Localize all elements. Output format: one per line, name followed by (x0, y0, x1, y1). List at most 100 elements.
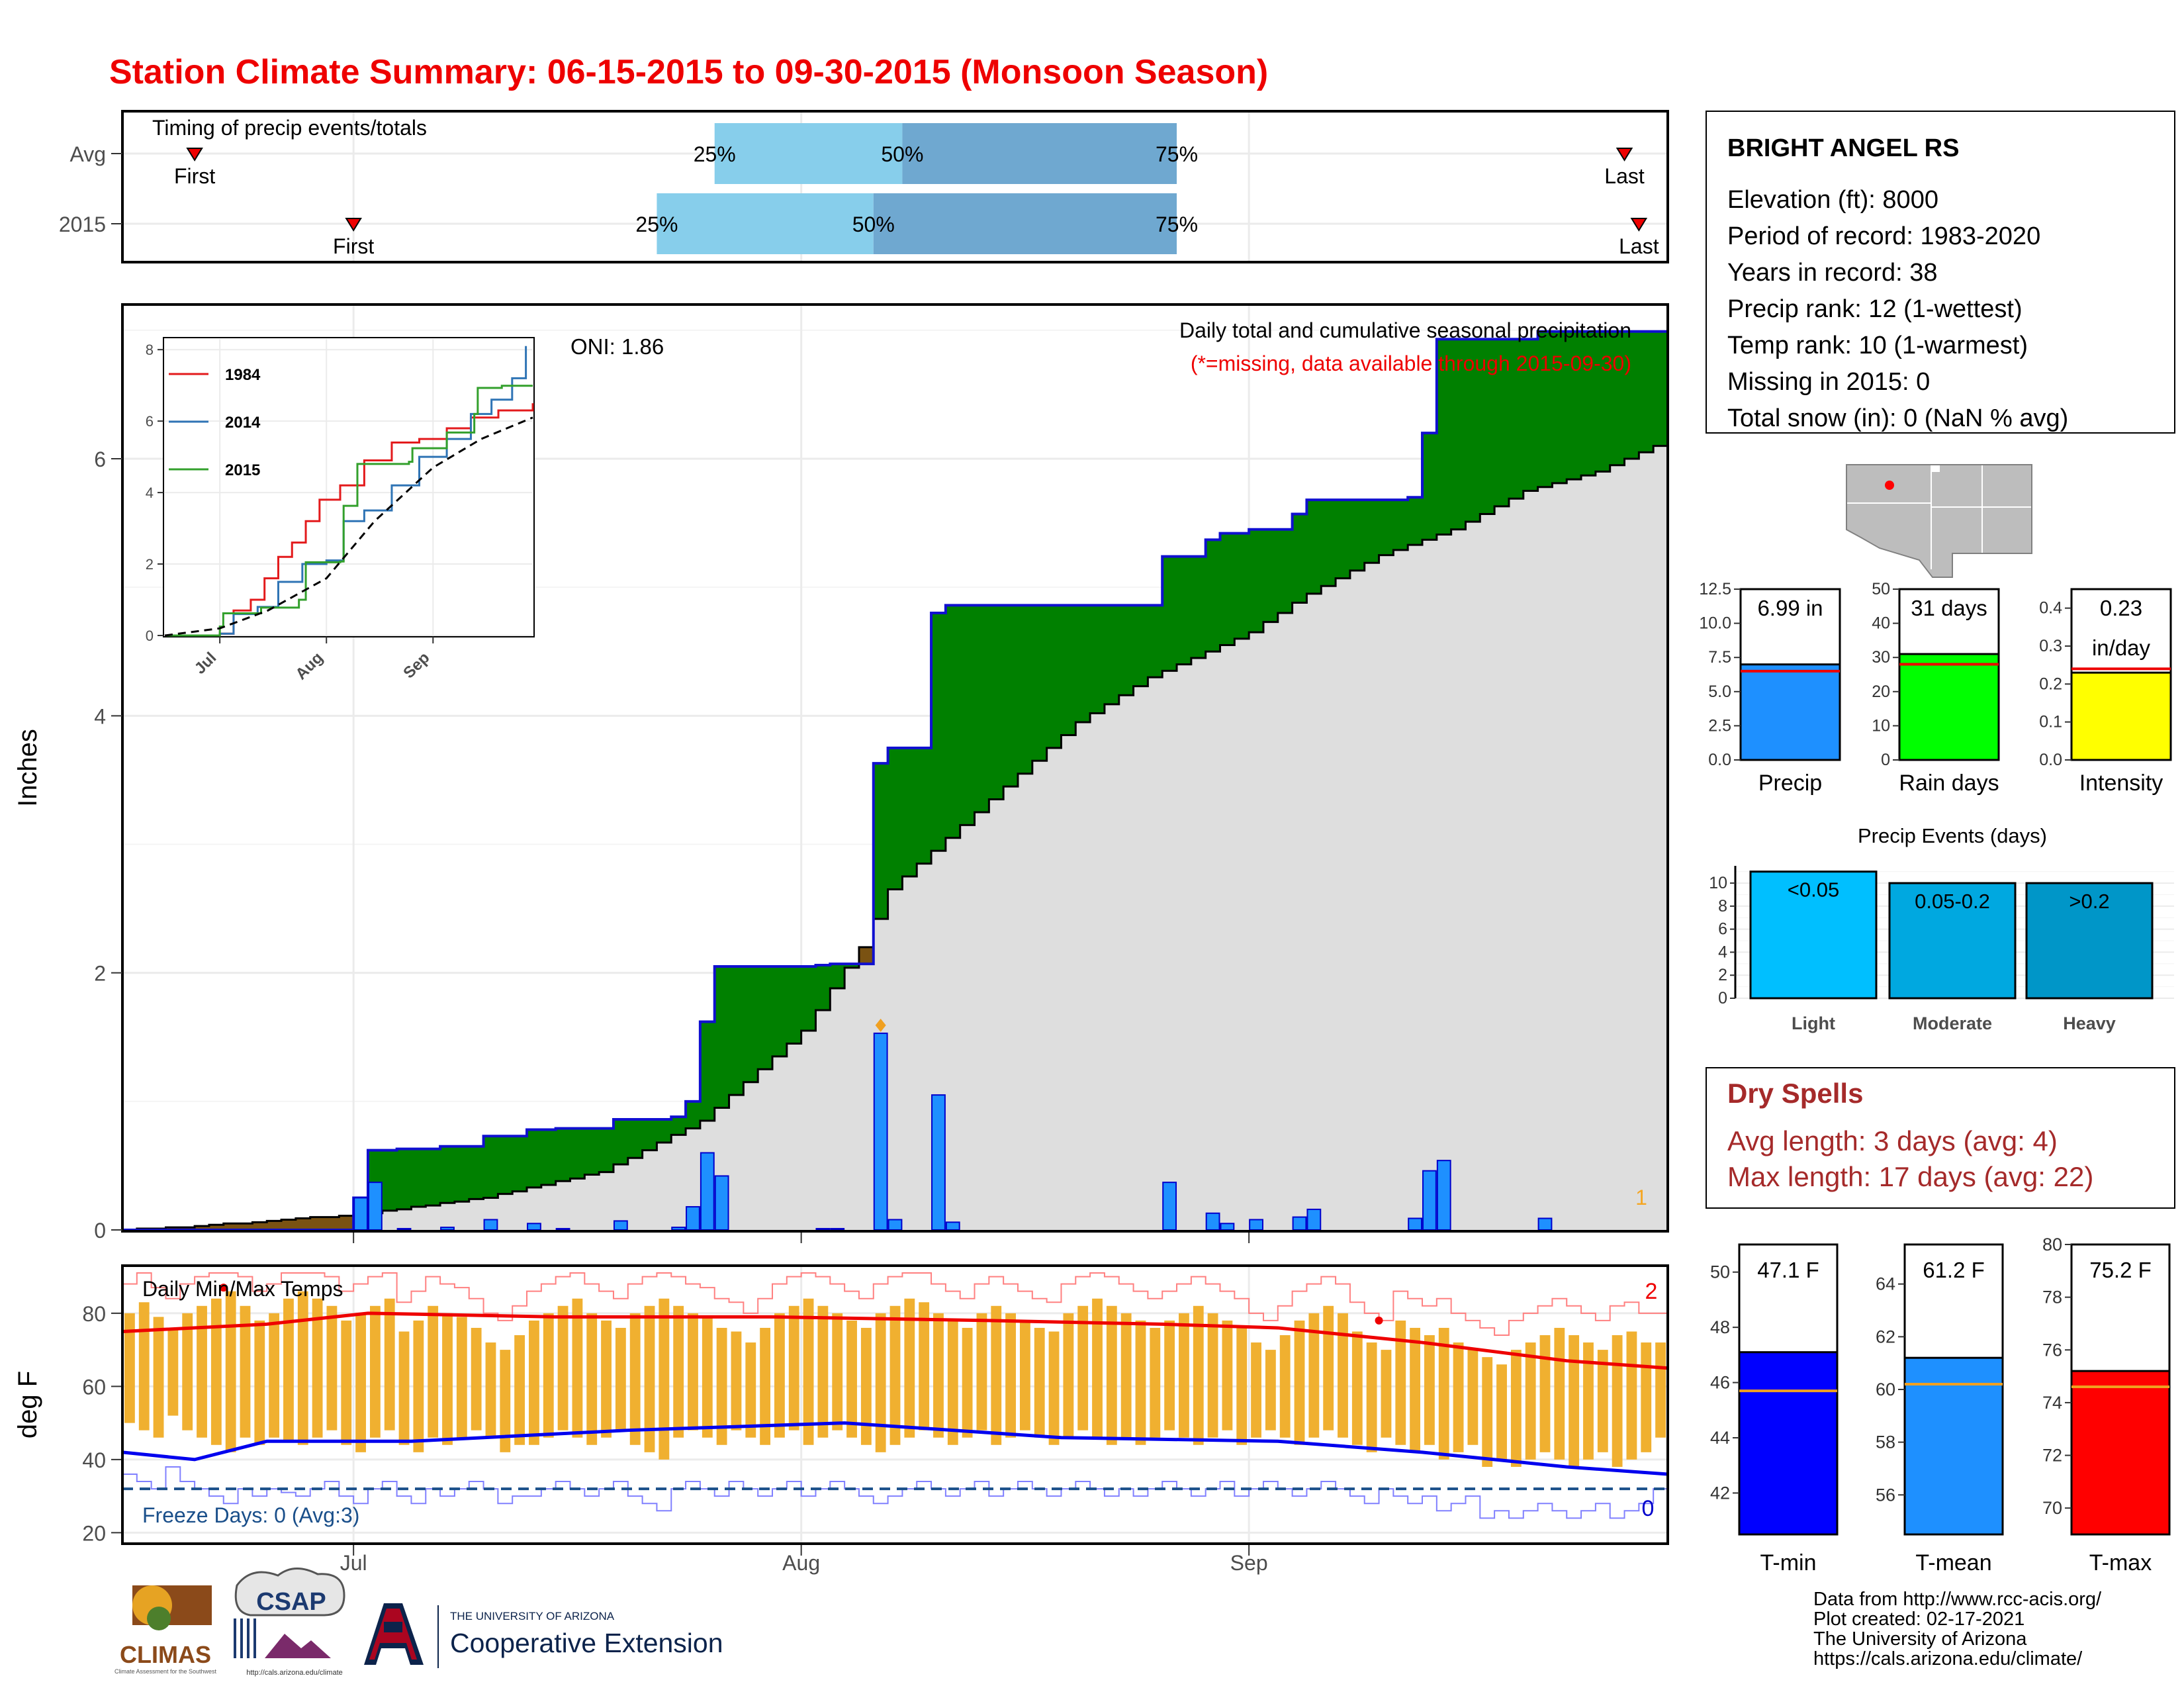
daily-temp-bar (1323, 1305, 1334, 1430)
above-avg-area (815, 965, 831, 1010)
corner-value: 1 (1635, 1186, 1647, 1209)
above-avg-area (1306, 500, 1322, 594)
daily-temp-bar (1597, 1350, 1608, 1452)
last-event-marker (1630, 218, 1648, 232)
mini-bar-y-tick-label: 0 (1881, 751, 1890, 769)
climas-logo-text: CLIMAS (120, 1641, 211, 1668)
mini-bar-y-tick-label: 50 (1872, 580, 1890, 598)
daily-precip-bar (700, 1152, 715, 1231)
above-avg-area (1581, 331, 1596, 476)
daily-temp-bar (1019, 1320, 1030, 1430)
inset-y-tick-label: 8 (146, 342, 154, 358)
mini-bar-label: Precip (1758, 771, 1822, 796)
above-avg-area (483, 1136, 498, 1198)
temp-bar-y-tick-label: 46 (1710, 1373, 1730, 1393)
precip-y-axis: 0 2 4 6 (94, 447, 122, 1243)
footer-line-university: The University of Arizona (1813, 1628, 2027, 1650)
daily-temp-bar (1106, 1305, 1117, 1445)
precip-y-tick-label: 4 (94, 704, 106, 728)
last-event-label: Last (1604, 164, 1645, 188)
inset-frame (163, 337, 535, 637)
timing-box-lower (657, 193, 874, 254)
below-avg-area (252, 1222, 267, 1230)
daily-precip-bar (1249, 1219, 1263, 1231)
ua-small-text: THE UNIVERSITY OF ARIZONA (450, 1610, 615, 1622)
timing-box-upper (902, 123, 1177, 184)
daily-temp-bar (225, 1291, 236, 1452)
temp-bar-y-tick-label: 70 (2042, 1498, 2062, 1518)
daily-temp-bar (1294, 1320, 1305, 1445)
temp-bar-value-label: 47.1 F (1757, 1258, 1819, 1282)
above-avg-area (1205, 539, 1221, 652)
below-avg-area (324, 1217, 340, 1230)
above-avg-area (1364, 500, 1380, 563)
above-avg-area (1508, 339, 1524, 499)
daily-temp-bar (788, 1305, 799, 1430)
above-avg-area (382, 1150, 398, 1211)
mini-bar-y-tick-label: 5.0 (1708, 682, 1731, 701)
daily-temp-bar (644, 1305, 655, 1452)
daily-temp-bar (442, 1313, 453, 1445)
station-line-snow: Total snow (in): 0 (NaN % avg) (1727, 404, 2068, 432)
precip-y-label: Inches (13, 729, 42, 807)
avg-cumulative-area (122, 439, 1668, 1230)
temp-top-right: 2 (1645, 1279, 1658, 1304)
dry-spells-box: Dry Spells Avg length: 3 days (avg: 4) M… (1706, 1067, 2175, 1209)
daily-temp-bar (702, 1317, 713, 1438)
station-line-temp-rank: Temp rank: 10 (1-warmest) (1727, 332, 2028, 359)
above-avg-area (570, 1128, 585, 1179)
daily-precip-bar (613, 1220, 628, 1231)
events-y-tick-label: 6 (1718, 920, 1727, 939)
daily-temp-bar (1251, 1342, 1261, 1438)
below-avg-area (208, 1225, 224, 1230)
freeze-label: Freeze Days: 0 (Avg:3) (142, 1503, 359, 1527)
x-tick-label: Aug (782, 1551, 820, 1575)
chart-title: Station Climate Summary: 06-15-2015 to 0… (109, 53, 1268, 91)
events-title: Precip Events (days) (1858, 824, 2047, 847)
daily-temp-bar (904, 1298, 915, 1438)
daily-temp-bar (138, 1302, 150, 1430)
above-avg-area (1277, 529, 1293, 613)
daily-precip-bar (1292, 1216, 1307, 1231)
daily-temp-bar (240, 1305, 251, 1438)
daily-temp-bar (991, 1305, 1002, 1445)
daily-temp-bar (355, 1313, 366, 1452)
daily-precip-bar (1422, 1170, 1437, 1231)
above-avg-area (1595, 331, 1611, 472)
mini-bar-y-tick-label: 7.5 (1708, 648, 1731, 667)
above-avg-area (1118, 605, 1134, 696)
above-avg-area (743, 966, 758, 1082)
timing-p50-label: 50% (852, 212, 895, 236)
above-avg-area (1639, 331, 1654, 453)
below-avg-area (310, 1217, 326, 1230)
events-bar (2025, 882, 2154, 1000)
daily-precip-bar (367, 1182, 383, 1231)
above-avg-area (469, 1146, 484, 1199)
daily-temp-bar (716, 1327, 727, 1445)
daily-temp-bar (1626, 1331, 1637, 1460)
daily-temp-bar (269, 1313, 280, 1438)
daily-precip-bar (527, 1223, 541, 1231)
inset-y-tick-label: 4 (146, 485, 154, 501)
timing-p25-label: 25% (635, 212, 678, 236)
temp-bar-value (1738, 1351, 1839, 1536)
footer-line-url: https://cals.arizona.edu/climate/ (1813, 1648, 2083, 1669)
temp-bar-y-tick-label: 80 (2042, 1235, 2062, 1254)
x-tick-label: Sep (1230, 1551, 1268, 1575)
precip-y-tick-label: 2 (94, 962, 106, 986)
above-avg-area (541, 1129, 557, 1186)
timing-row-label: Avg (69, 142, 106, 166)
daily-precip-bar (714, 1175, 729, 1231)
daily-precip-bar (1408, 1217, 1423, 1231)
temp-bar-value-label: 61.2 F (1923, 1258, 1985, 1282)
mini-bar-y-tick-label: 0.2 (2039, 675, 2062, 693)
daily-temp-bar (1641, 1342, 1652, 1452)
above-avg-area (627, 1119, 643, 1158)
above-avg-area (1090, 605, 1105, 714)
avg-min-temp-line (122, 1421, 1668, 1476)
above-avg-area (1061, 605, 1076, 735)
temp-bar-y-tick-label: 58 (1876, 1432, 1895, 1452)
above-avg-area (1263, 529, 1279, 622)
daily-temp-bar (326, 1305, 338, 1430)
mini-bar-value (2070, 671, 2172, 761)
